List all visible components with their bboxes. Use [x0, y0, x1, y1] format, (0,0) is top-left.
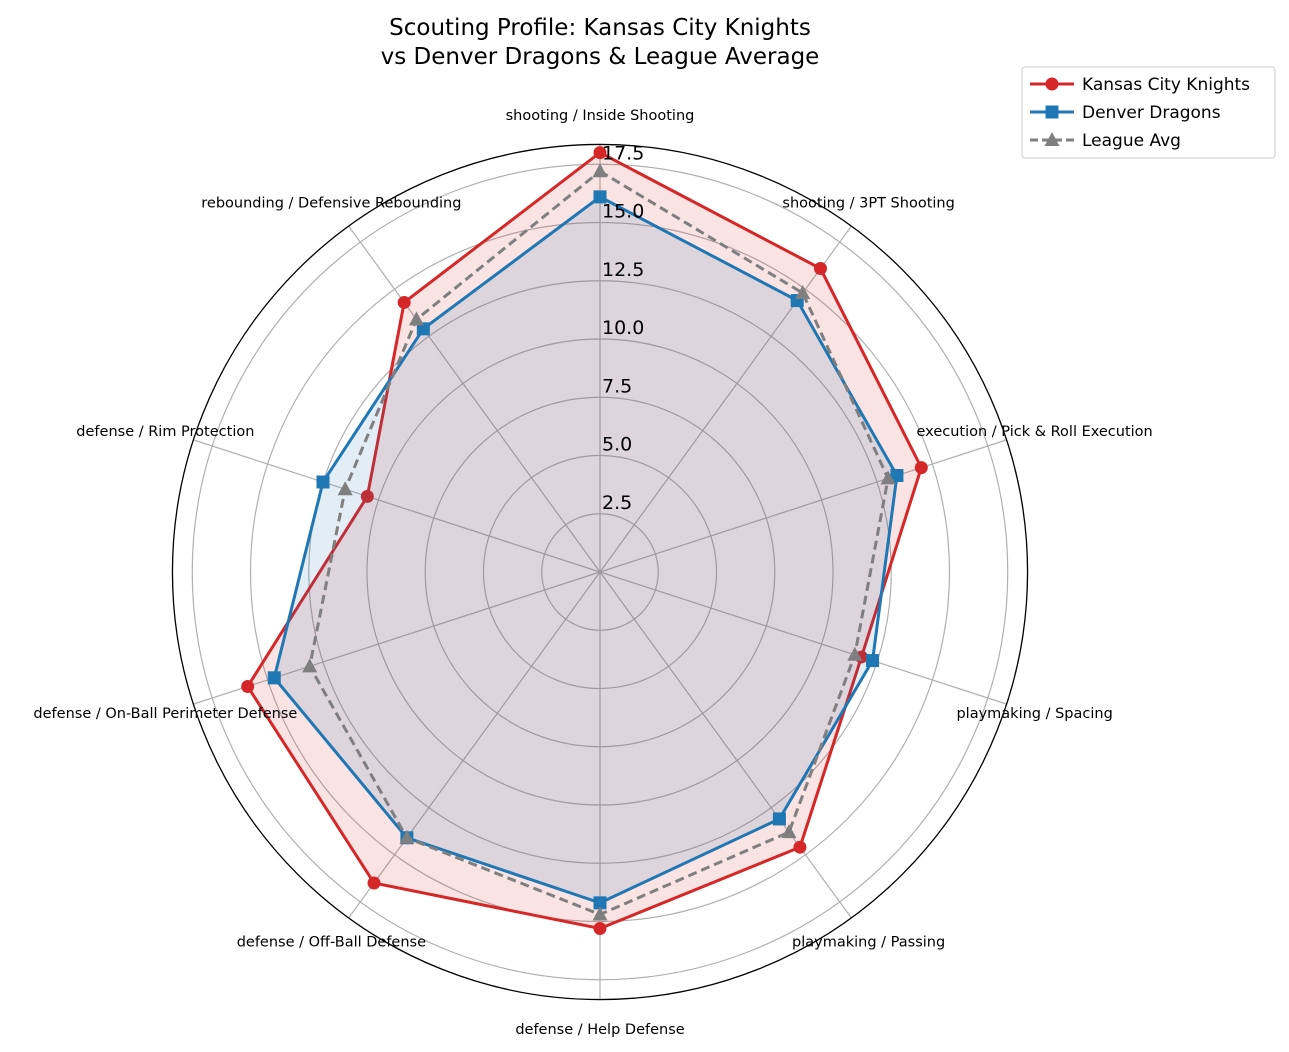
data-point: [337, 481, 353, 496]
series-fill: [274, 196, 897, 903]
data-point: [399, 829, 415, 844]
data-point: [813, 262, 827, 276]
axis-label: rebounding / Defensive Rebounding: [201, 195, 461, 211]
radial-tick-label: 2.5: [602, 492, 632, 514]
data-point: [241, 679, 255, 693]
data-point: [316, 475, 330, 489]
axis-label: defense / Off-Ball Defense: [237, 935, 426, 951]
chart-title-line-1: Scouting Profile: Kansas City Knights: [389, 15, 811, 41]
data-point: [890, 469, 904, 483]
radial-tick-label: 17.5: [602, 142, 644, 164]
radial-tick-label: 7.5: [602, 375, 632, 397]
data-point: [781, 824, 797, 839]
data-point: [408, 311, 424, 326]
legend: Kansas City Knights Denver Dragons League …: [1021, 66, 1276, 159]
data-point: [793, 840, 807, 854]
axis-label: defense / Rim Protection: [76, 424, 254, 440]
data-point: [772, 812, 786, 826]
legend-marker: [1044, 132, 1060, 146]
data-point: [593, 921, 607, 935]
series-league-avg: [302, 163, 896, 921]
angular-gridline: [599, 571, 852, 919]
angular-gridline: [599, 571, 1007, 705]
data-point: [593, 896, 607, 910]
angular-gridline: [599, 439, 1007, 573]
data-point: [866, 654, 880, 668]
radial-tick-label: 15.0: [602, 201, 644, 223]
radial-tick-label: 10.0: [602, 317, 644, 339]
radial-tick-label: 12.5: [602, 259, 644, 281]
legend-label: League Avg: [1082, 131, 1181, 151]
axis-label: defense / On-Ball Perimeter Defense: [33, 706, 297, 722]
data-point: [593, 146, 607, 160]
axis-label: playmaking / Passing: [792, 935, 945, 951]
axis-label: shooting / 3PT Shooting: [782, 195, 954, 211]
legend-marker: [1045, 77, 1059, 91]
data-point: [397, 295, 411, 309]
series-fill: [247, 152, 922, 929]
data-point: [592, 163, 608, 178]
axis-label: defense / Help Defense: [515, 1022, 684, 1038]
data-point: [302, 658, 318, 673]
data-point: [847, 646, 863, 661]
chart-title-line-2: vs Denver Dragons & League Average: [381, 44, 820, 70]
data-point: [880, 470, 896, 485]
outer-frame: [171, 143, 1029, 1001]
data-point: [914, 461, 928, 475]
data-point: [592, 906, 608, 921]
axis-label: playmaking / Spacing: [956, 706, 1112, 722]
angular-gridline: [348, 225, 601, 573]
data-point: [795, 285, 811, 300]
legend-label: Kansas City Knights: [1082, 75, 1250, 95]
angular-gridline: [193, 571, 601, 705]
radial-tick-label: 5.0: [602, 434, 632, 456]
data-point: [416, 322, 430, 336]
data-point: [367, 876, 381, 890]
angular-gridline: [599, 225, 852, 573]
legend-label: Denver Dragons: [1082, 103, 1221, 123]
data-point: [593, 190, 607, 204]
angular-gridline: [348, 571, 601, 919]
legend-marker: [1045, 105, 1059, 119]
legend-box: [1021, 66, 1276, 159]
data-point: [267, 671, 281, 685]
data-point: [360, 489, 374, 503]
series-denver-dragons: [267, 190, 904, 910]
axis-label: execution / Pick & Roll Execution: [917, 424, 1153, 440]
axis-label: shooting / Inside Shooting: [506, 108, 695, 124]
angular-gridline: [193, 439, 601, 573]
series-kansas-city-knights: [241, 146, 928, 935]
